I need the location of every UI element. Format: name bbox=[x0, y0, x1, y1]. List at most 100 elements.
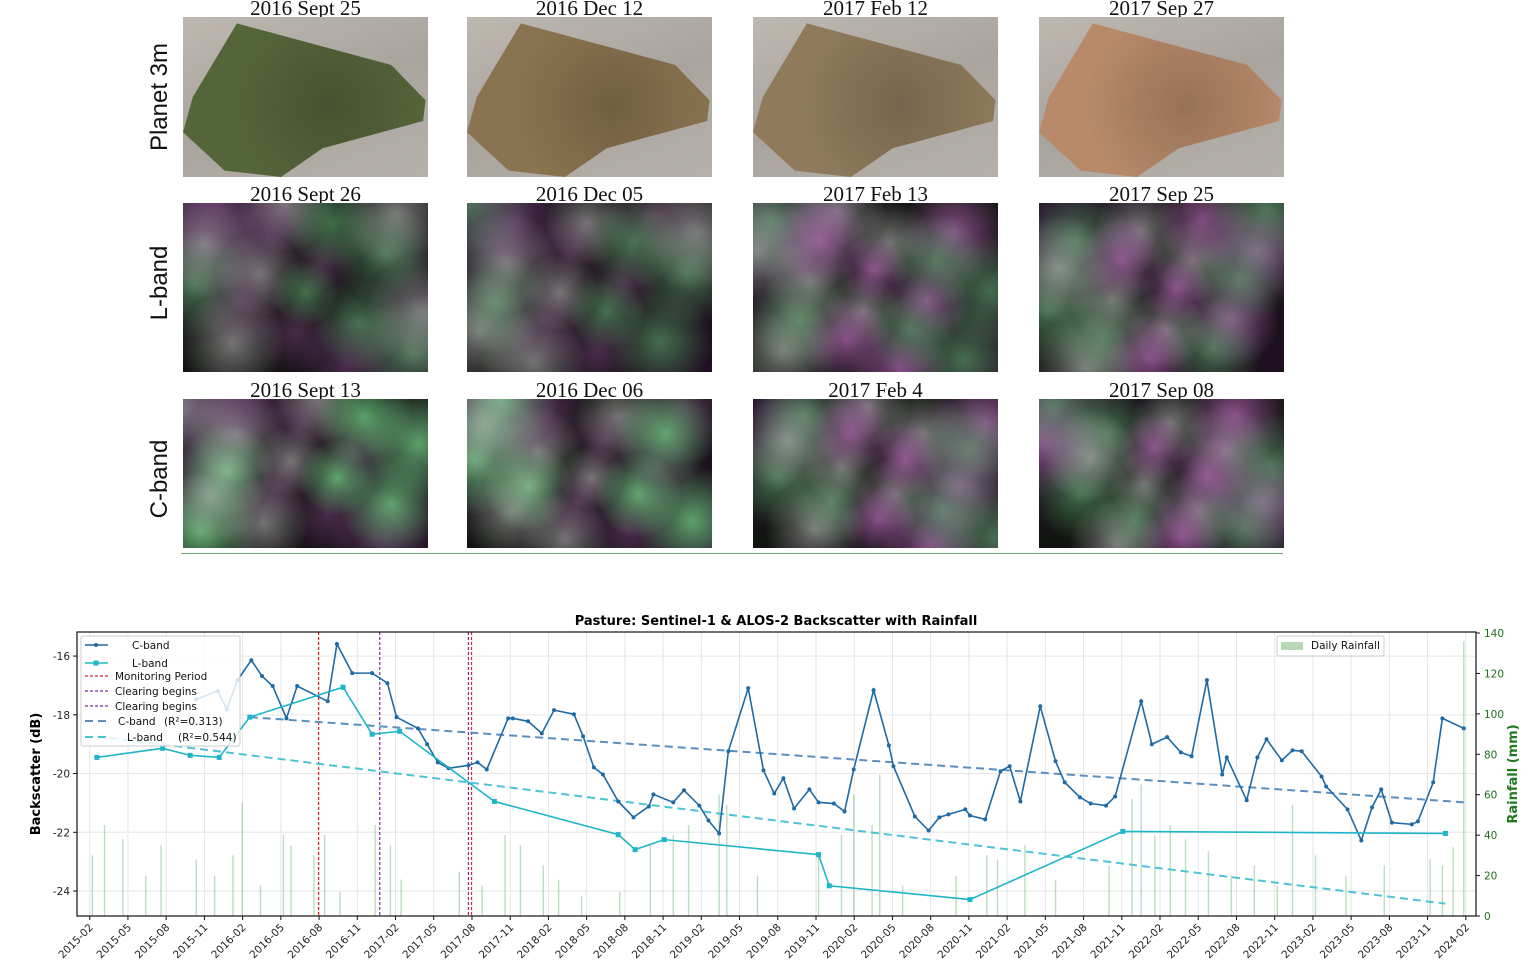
x-tick-label: 2021-11 bbox=[1088, 922, 1128, 962]
c-band-point bbox=[1189, 754, 1194, 759]
c-band-point bbox=[1178, 750, 1183, 755]
l-band-point bbox=[826, 883, 832, 889]
panel-date-label: 2017 Sep 08 bbox=[1109, 378, 1214, 402]
legend-label: Monitoring Period bbox=[115, 671, 207, 683]
c-band-point bbox=[1038, 704, 1043, 709]
legend-label: Daily Rainfall bbox=[1311, 640, 1380, 652]
sar-image bbox=[183, 203, 428, 372]
rainfall-bar bbox=[1054, 879, 1057, 916]
l-band-point bbox=[397, 728, 403, 734]
panel-date-label: 2016 Dec 06 bbox=[535, 378, 644, 402]
c-band-point bbox=[600, 772, 605, 777]
chart-title: Pasture: Sentinel-1 & ALOS-2 Backscatter… bbox=[575, 614, 978, 629]
c-band-point bbox=[697, 803, 702, 808]
rainfall-bar bbox=[871, 825, 873, 916]
c-band-point bbox=[772, 791, 777, 796]
l-band-point bbox=[1442, 830, 1448, 836]
rainfall-bar bbox=[195, 859, 197, 916]
legend-label: C-band bbox=[118, 716, 156, 728]
rainfall-bar bbox=[213, 875, 216, 916]
sar-image bbox=[467, 203, 712, 372]
l-band-point bbox=[340, 684, 346, 690]
c-band-point bbox=[1319, 774, 1324, 779]
y-right-tick-label: 0 bbox=[1484, 911, 1491, 923]
c-band-point bbox=[1440, 716, 1445, 721]
c-band-point bbox=[1103, 803, 1108, 808]
legend-label: Clearing begins bbox=[115, 701, 197, 713]
rainfall-bar bbox=[160, 845, 162, 916]
x-tick-label: 2018-08 bbox=[591, 922, 631, 962]
c-band-point bbox=[671, 800, 676, 805]
l-band-point bbox=[632, 847, 638, 853]
rainfall-bar bbox=[580, 895, 583, 916]
rainfall-bar bbox=[389, 845, 392, 916]
c-band-point bbox=[1379, 787, 1384, 792]
rainfall-bar bbox=[290, 845, 292, 916]
planet-image bbox=[467, 17, 712, 177]
x-tick-label: 2017-05 bbox=[400, 922, 440, 962]
x-tick-label: 2015-02 bbox=[56, 922, 96, 962]
rainfall-bar bbox=[1154, 835, 1156, 916]
x-tick-label: 2020-02 bbox=[821, 922, 861, 962]
rainfall-bar bbox=[1452, 847, 1454, 916]
rainfall-bar bbox=[542, 865, 545, 916]
x-tick-label: 2015-11 bbox=[171, 922, 211, 962]
y-tick-label: -22 bbox=[53, 827, 70, 839]
y-right-tick-label: 60 bbox=[1484, 790, 1497, 802]
planet-image bbox=[183, 17, 428, 177]
rainfall-bar bbox=[1169, 825, 1171, 916]
c-band-point bbox=[631, 815, 636, 820]
sar-image bbox=[1039, 399, 1284, 548]
x-tick-label: 2018-11 bbox=[630, 922, 670, 962]
panel-date-label: 2016 Sept 25 bbox=[250, 0, 361, 20]
rainfall-bar bbox=[1253, 865, 1256, 916]
c-band-point bbox=[792, 806, 797, 811]
c-band-point bbox=[1165, 735, 1170, 740]
c-band-point bbox=[334, 642, 339, 647]
x-tick-label: 2018-05 bbox=[553, 922, 593, 962]
c-band-point bbox=[851, 767, 856, 772]
c-band-point bbox=[394, 715, 399, 720]
c-band-point bbox=[325, 699, 330, 704]
c-band-point bbox=[1255, 755, 1260, 760]
x-tick-label: 2022-08 bbox=[1203, 922, 1243, 962]
c-band-point bbox=[1409, 822, 1414, 827]
c-band-point bbox=[1431, 780, 1436, 785]
c-band-point bbox=[761, 768, 766, 773]
c-band-point bbox=[552, 708, 557, 713]
c-band-point bbox=[963, 807, 968, 812]
y-right-tick-label: 140 bbox=[1484, 628, 1504, 640]
legend-marker bbox=[94, 643, 98, 647]
rainfall-bar bbox=[91, 855, 93, 916]
l-band-point bbox=[247, 714, 253, 720]
rainfall-bar bbox=[718, 794, 720, 916]
panel-date-label: 2016 Dec 05 bbox=[535, 182, 644, 206]
c-band-trend-line bbox=[249, 716, 1464, 804]
c-band-point bbox=[510, 716, 515, 721]
c-band-point bbox=[1359, 838, 1364, 843]
x-tick-label: 2015-08 bbox=[133, 922, 173, 962]
l-band-point bbox=[369, 731, 375, 737]
legend-r2-label: (R²=0.313) bbox=[164, 716, 223, 728]
panel-date-label: 2016 Dec 12 bbox=[535, 0, 644, 20]
legend-r2-label: (R²=0.544) bbox=[178, 732, 237, 744]
x-tick-label: 2023-08 bbox=[1356, 922, 1396, 962]
panel-date-label: 2017 Sep 25 bbox=[1109, 182, 1214, 206]
rainfall-bar bbox=[519, 845, 522, 916]
rainfall-bar bbox=[1184, 839, 1187, 916]
l-band-point bbox=[216, 754, 222, 760]
c-band-point bbox=[270, 684, 275, 689]
legend-marker bbox=[93, 660, 99, 666]
legend-label: C-band bbox=[132, 640, 170, 652]
x-tick-label: 2023-05 bbox=[1318, 922, 1358, 962]
rainfall-bar bbox=[853, 794, 855, 916]
rainfall-bar bbox=[504, 835, 506, 916]
rainfall-bar bbox=[282, 835, 285, 916]
c-band-point bbox=[1415, 819, 1420, 824]
c-band-point bbox=[1370, 805, 1375, 810]
l-band-point bbox=[187, 752, 193, 758]
x-tick-label: 2021-02 bbox=[974, 922, 1014, 962]
c-band-point bbox=[425, 742, 430, 747]
c-band-point bbox=[1007, 764, 1012, 769]
